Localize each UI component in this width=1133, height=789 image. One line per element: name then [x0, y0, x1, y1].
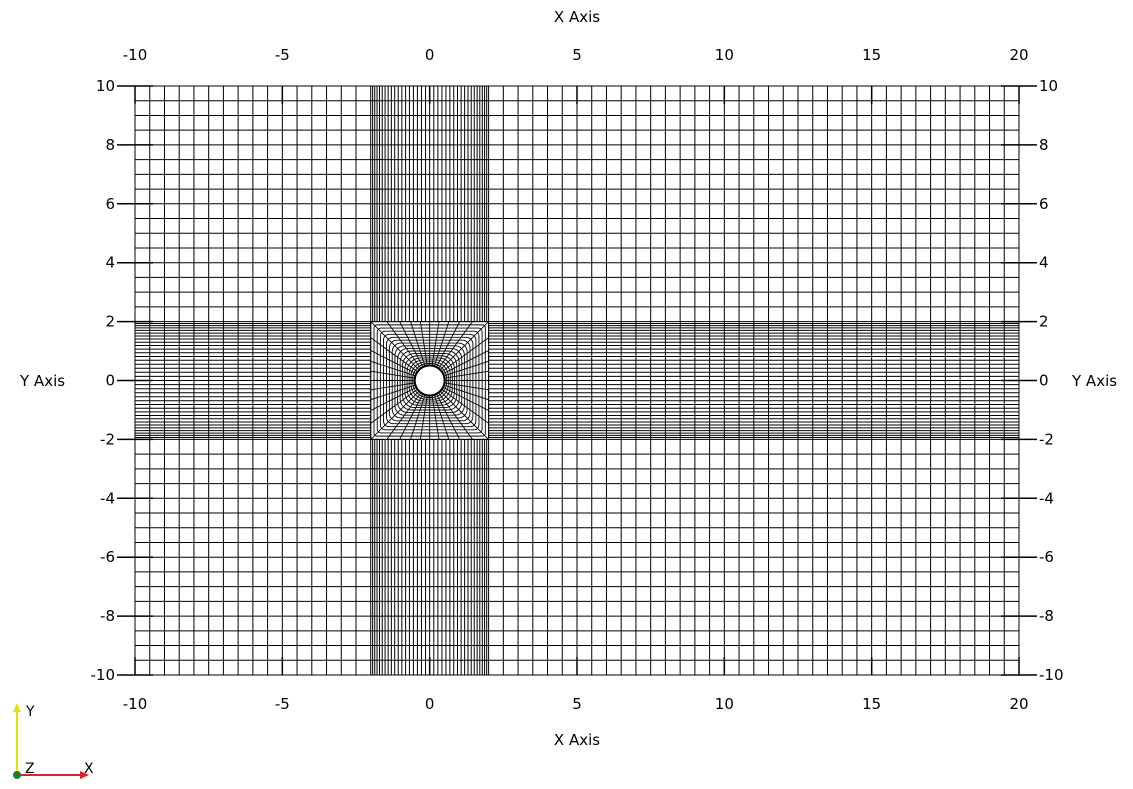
y-tick-label-right: -6 — [1039, 548, 1054, 566]
y-tick-label-right: -2 — [1039, 430, 1054, 448]
o-grid-spoke — [370, 337, 419, 373]
orientation-z-axis — [13, 771, 21, 779]
o-grid-spoke — [386, 392, 422, 440]
y-tick-label-left: -2 — [100, 430, 115, 448]
o-grid-spoke — [419, 394, 428, 440]
y-tick-label-right: -8 — [1039, 607, 1054, 625]
orientation-x-arrowhead — [80, 771, 89, 779]
o-grid-spoke — [433, 394, 450, 440]
y-axis-title-right: Y Axis — [1071, 372, 1117, 390]
o-grid-spoke — [442, 350, 489, 375]
o-grid-spoke — [370, 370, 416, 379]
orientation-y-label: Y — [25, 704, 35, 720]
x-tick-label-top: -10 — [123, 46, 148, 64]
x-tick-label-top: 20 — [1009, 46, 1028, 64]
o-grid-spoke — [419, 321, 428, 367]
x-tick-label-bottom: -5 — [275, 695, 290, 713]
o-grid-spoke — [370, 386, 417, 411]
y-tick-label-right: 8 — [1039, 136, 1049, 154]
x-tick-label-bottom: 0 — [425, 695, 435, 713]
o-grid-spoke — [370, 384, 416, 401]
orientation-z-label: Z — [25, 761, 35, 777]
o-grid-spoke — [370, 388, 419, 424]
y-tick-label-right: 4 — [1039, 254, 1049, 272]
mesh-grid — [134, 85, 1020, 676]
o-grid-spoke — [433, 321, 450, 367]
y-tick-label-right: 6 — [1039, 195, 1049, 213]
y-tick-label-left: 0 — [105, 372, 115, 390]
y-tick-label-left: -10 — [91, 666, 116, 684]
y-tick-label-right: 0 — [1039, 372, 1049, 390]
x-tick-label-bottom: 15 — [862, 695, 881, 713]
y-axis-title-left: Y Axis — [19, 372, 65, 390]
o-grid-spoke — [370, 382, 416, 391]
o-grid-spoke — [439, 390, 489, 440]
o-grid-spoke — [370, 350, 417, 375]
y-tick-label-left: -4 — [100, 489, 115, 507]
orientation-axes-widget: Y X Z — [13, 703, 94, 779]
x-tick-label-top: 5 — [572, 46, 582, 64]
o-grid-spoke — [370, 360, 416, 377]
o-grid-spoke — [442, 386, 489, 411]
x-tick-label-bottom: 5 — [572, 695, 582, 713]
o-grid-spoke — [441, 388, 489, 424]
x-tick-label-top: 15 — [862, 46, 881, 64]
o-grid-spoke — [386, 321, 422, 369]
o-grid-spoke — [399, 393, 424, 440]
y-tick-label-left: 6 — [105, 195, 115, 213]
o-grid-spoke — [399, 321, 424, 368]
y-tick-label-left: -8 — [100, 607, 115, 625]
o-grid-spoke — [431, 321, 440, 367]
o-grid-spoke — [439, 321, 489, 371]
o-grid-spoke — [443, 360, 489, 377]
y-tick-label-left: 4 — [105, 254, 115, 272]
y-tick-label-right: -10 — [1039, 666, 1064, 684]
o-grid-spoke — [443, 384, 489, 401]
o-grid-spoke — [444, 382, 489, 391]
o-grid-spoke — [410, 394, 426, 440]
o-grid-spoke — [437, 321, 473, 369]
x-axis-title-top: X Axis — [554, 8, 600, 26]
y-tick-label-right: 10 — [1039, 77, 1058, 95]
x-tick-label-bottom: 20 — [1009, 695, 1028, 713]
x-tick-label-top: 10 — [715, 46, 734, 64]
x-tick-label-bottom: 10 — [715, 695, 734, 713]
y-tick-label-left: 2 — [105, 313, 115, 331]
y-tick-label-right: -4 — [1039, 489, 1054, 507]
cylinder-hole — [414, 365, 446, 396]
o-grid-spoke — [441, 337, 489, 373]
o-grid-spoke — [437, 392, 473, 440]
x-tick-label-bottom: -10 — [123, 695, 148, 713]
o-grid-spoke — [370, 321, 420, 371]
y-tick-label-left: 10 — [96, 77, 115, 95]
orientation-x-label: X — [84, 761, 94, 777]
y-tick-label-left: -6 — [100, 548, 115, 566]
o-grid-spoke — [410, 321, 426, 367]
o-grid-spoke — [435, 393, 461, 440]
x-tick-label-top: -5 — [275, 46, 290, 64]
o-grid-spoke — [444, 370, 489, 379]
x-tick-label-top: 0 — [425, 46, 435, 64]
orientation-y-arrowhead — [13, 703, 21, 712]
o-grid-spoke — [370, 390, 420, 440]
o-grid-spoke — [435, 321, 461, 368]
o-grid-spoke — [431, 394, 440, 440]
y-tick-label-left: 8 — [105, 136, 115, 154]
x-axis-title-bottom: X Axis — [554, 731, 600, 749]
y-tick-label-right: 2 — [1039, 313, 1049, 331]
